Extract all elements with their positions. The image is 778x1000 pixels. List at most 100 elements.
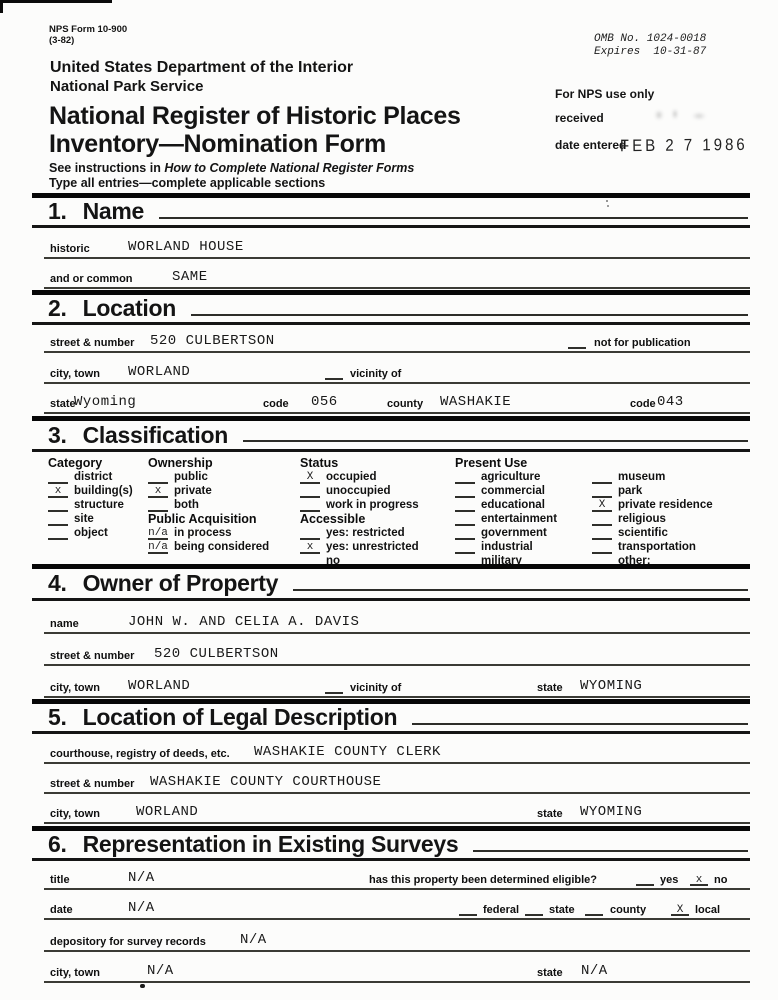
checkbox-object: object xyxy=(48,526,133,540)
ownership-header: Ownership xyxy=(148,456,213,470)
checkline xyxy=(455,500,475,512)
checkline xyxy=(48,472,68,484)
instructions-see: See instructions in xyxy=(49,161,165,175)
checkbox-industrial: industrial xyxy=(455,540,557,554)
checkline xyxy=(455,542,475,554)
historic-label: historic xyxy=(50,243,90,255)
checkbox-yes-restricted: yes: restricted xyxy=(300,526,419,540)
section-6-title: Representation in Existing Surveys xyxy=(82,831,459,857)
page-title: National Register of Historic Places Inv… xyxy=(49,102,461,158)
checkbox-both: both xyxy=(148,498,269,512)
instructions-line2: Type all entries—complete applicable sec… xyxy=(49,176,326,190)
section-6-header: 6. Representation in Existing Surveys xyxy=(32,826,750,861)
checkbox-commercial: commercial xyxy=(455,484,557,498)
eligible-question: has this property been determined eligib… xyxy=(369,874,597,886)
section-3-title: Classification xyxy=(82,421,229,448)
omb-expires: Expires 10-31-87 xyxy=(594,46,707,58)
section-5-header: 5. Location of Legal Description xyxy=(32,699,750,734)
section-4-number: 4. xyxy=(48,570,67,596)
legal-state-label: state xyxy=(537,808,563,820)
checkline: x xyxy=(300,542,320,554)
classification-grid: Category district x building(s) structure… xyxy=(44,456,750,570)
field-row-owner-street: street & number 520 CULBERTSON xyxy=(44,646,750,666)
scan-ink-dot xyxy=(140,984,145,988)
section-rule xyxy=(293,588,748,591)
field-row-survey-title: title N/A has this property been determi… xyxy=(44,870,750,890)
nps-use-only-label: For NPS use only xyxy=(555,87,655,101)
section-5-number: 5. xyxy=(48,704,67,730)
checkbox-in-process: n/a in process xyxy=(148,527,232,540)
checkbox-scientific: scientific xyxy=(592,526,713,540)
section-1-number: 1. xyxy=(48,198,67,224)
checkline xyxy=(455,486,475,498)
accessible-header: Accessible xyxy=(300,512,366,526)
received-label: received xyxy=(555,111,604,125)
checkbox-park: park xyxy=(592,484,713,498)
field-row-legal-street: street & number WASHAKIE COUNTY COURTHOU… xyxy=(44,774,750,794)
checkbox-agriculture: agriculture xyxy=(455,470,557,484)
instructions-line1: See instructions in How to Complete Nati… xyxy=(49,161,414,175)
checkline xyxy=(300,500,320,512)
field-row-owner-city: city, town WORLAND vicinity of state WYO… xyxy=(44,678,750,698)
ownership-column: Ownership public x private both Public Ac… xyxy=(148,456,269,554)
vicinity-checkline xyxy=(325,368,343,380)
checkbox-unoccupied: unoccupied xyxy=(300,484,419,498)
no-label: no xyxy=(714,874,728,886)
local-checkline: X xyxy=(671,904,689,916)
courthouse-value: WASHAKIE COUNTY CLERK xyxy=(254,744,441,760)
checkbox-buildings: x building(s) xyxy=(48,484,133,498)
checkbox-religious: religious xyxy=(592,512,713,526)
field-row-survey-city: city, town N/A state N/A xyxy=(44,963,750,983)
agency-title: National Park Service xyxy=(50,78,204,95)
no-checkline: x xyxy=(690,874,708,886)
section-rule xyxy=(191,313,748,316)
checkline xyxy=(300,528,320,540)
omb-number: OMB No. 1024-0018 xyxy=(594,33,707,45)
state-label: state xyxy=(50,398,76,410)
owner-state-value: WYOMING xyxy=(580,678,643,694)
code1-value: 056 xyxy=(311,394,338,410)
checkline xyxy=(592,542,612,554)
section-2-number: 2. xyxy=(48,295,67,321)
checkbox-structure: structure xyxy=(48,498,133,512)
section-1-header: 1. Name xyxy=(32,193,750,228)
checkbox-work-in-progress: work in progress xyxy=(300,498,419,512)
legal-city-value: WORLAND xyxy=(136,804,199,820)
field-row-historic: historic WORLAND HOUSE xyxy=(44,239,750,259)
checkline xyxy=(148,472,168,484)
section-3-header: 3. Classification xyxy=(32,416,750,452)
section-6-number: 6. xyxy=(48,831,67,857)
county-option-label: county xyxy=(610,904,647,916)
checkline: X xyxy=(300,472,320,484)
owner-name-label: name xyxy=(50,618,79,630)
checkbox-government: government xyxy=(455,526,557,540)
code1-label: code xyxy=(263,398,289,410)
checkline xyxy=(48,514,68,526)
depository-value: N/A xyxy=(240,932,267,948)
owner-name-value: JOHN W. AND CELIA A. DAVIS xyxy=(128,614,360,630)
vicinity-label: vicinity of xyxy=(350,682,402,694)
state-option-label: state xyxy=(549,904,575,916)
field-row-legal-city: city, town WORLAND state WYOMING xyxy=(44,804,750,824)
federal-label: federal xyxy=(483,904,520,916)
status-header: Status xyxy=(300,456,339,470)
checkline xyxy=(455,472,475,484)
section-4-title: Owner of Property xyxy=(82,570,279,596)
checkbox-yes-unrestricted: x yes: unrestricted xyxy=(300,540,419,554)
checkline xyxy=(148,500,168,512)
checkline: n/a xyxy=(148,541,168,554)
checkline xyxy=(592,528,612,540)
yes-label: yes xyxy=(660,874,679,886)
date-entered-label: date entered xyxy=(555,138,627,152)
field-row-state: state Wyoming code 056 county WASHAKIE c… xyxy=(44,394,750,414)
checkline: x xyxy=(148,486,168,498)
survey-state-label: state xyxy=(537,967,563,979)
field-row-street: street & number 520 CULBERTSON not for p… xyxy=(44,333,750,353)
form-number: NPS Form 10-900 xyxy=(49,24,128,35)
checkline xyxy=(300,486,320,498)
section-2-header: 2. Location xyxy=(32,290,750,325)
